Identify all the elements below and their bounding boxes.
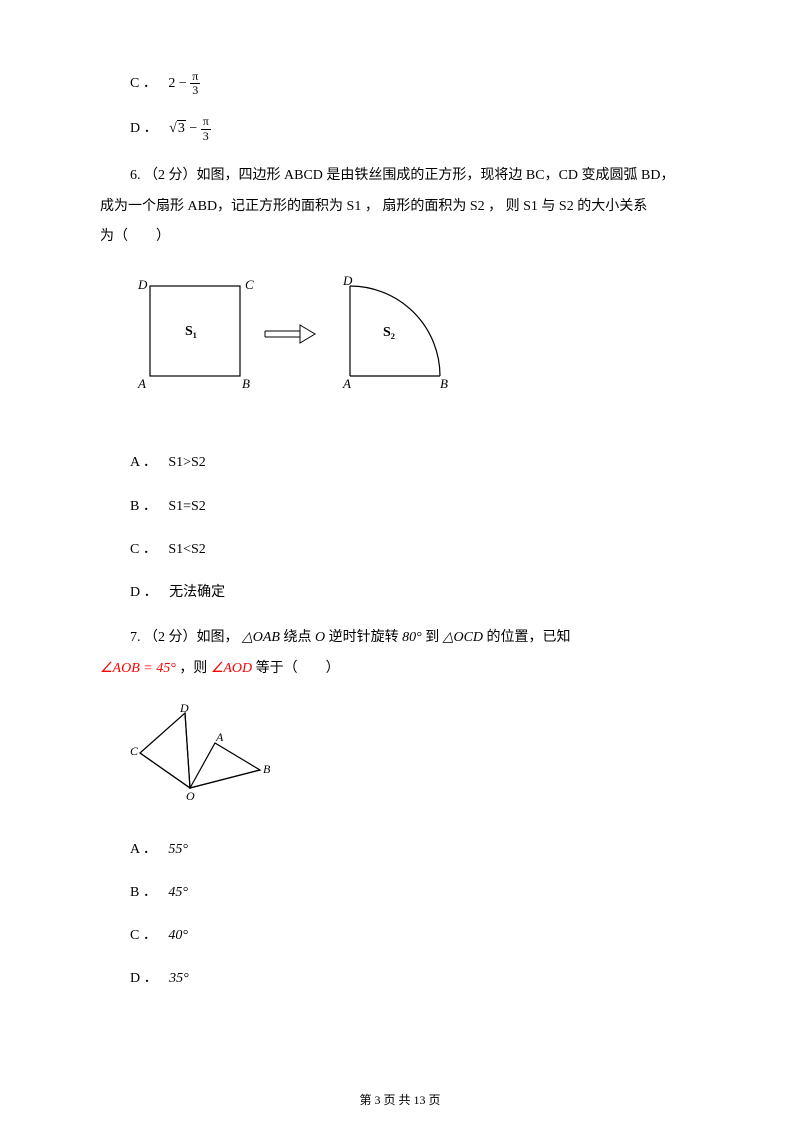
q6-line1: 如图，四边形 ABCD 是由铁丝围成的正方形，现将边 BC，CD 变成圆弧 BD… bbox=[197, 168, 675, 183]
q7-aod: ∠AOD bbox=[211, 661, 252, 676]
q7-text: 7. （2 分）如图， △OAB 绕点 O 逆时针旋转 80° 到 △OCD 的… bbox=[100, 623, 700, 685]
option-label: A ． bbox=[130, 455, 157, 470]
svg-text:D: D bbox=[137, 277, 148, 292]
q7-tri1: △OAB bbox=[242, 630, 280, 645]
q7-option-c: C ． 40° bbox=[100, 923, 700, 948]
q7-angle80: 80° bbox=[402, 630, 422, 645]
option-label: C ． bbox=[130, 542, 157, 557]
option-label: C ． bbox=[130, 928, 157, 943]
q7-optb-val: 45° bbox=[168, 885, 188, 900]
svg-text:B: B bbox=[440, 376, 448, 391]
q7-option-d: D ． 35° bbox=[100, 966, 700, 991]
q7-option-b: B ． 45° bbox=[100, 880, 700, 905]
q7-tri2: △OCD bbox=[443, 630, 483, 645]
q6-diagram-svg: D C A B S₁ D A B S₂ bbox=[130, 271, 470, 401]
q7-points: （2 分） bbox=[144, 630, 197, 645]
q7-t3: 逆时针旋转 bbox=[329, 630, 403, 645]
q6-optc-text: S1<S2 bbox=[168, 542, 205, 557]
q7-t8: 等于（ ） bbox=[252, 661, 340, 676]
q7-t1: 如图， bbox=[197, 630, 239, 645]
page-footer: 第 3 页 共 13 页 bbox=[0, 1090, 800, 1112]
q7-opta-val: 55° bbox=[168, 842, 188, 857]
q6-option-a: A ． S1>S2 bbox=[100, 450, 700, 475]
q5-option-c: C ． 2 − π3 bbox=[100, 70, 700, 97]
option-label: B ． bbox=[130, 499, 157, 514]
q7-number: 7. bbox=[130, 630, 141, 645]
q6-number: 6. bbox=[130, 168, 141, 183]
q6-points: （2 分） bbox=[144, 168, 197, 183]
q6-option-c: C ． S1<S2 bbox=[100, 537, 700, 562]
q6-opta-text: S1>S2 bbox=[168, 455, 205, 470]
q7-t7: ，则 bbox=[176, 661, 211, 676]
option-label: C ． bbox=[130, 76, 157, 91]
svg-text:C: C bbox=[245, 277, 254, 292]
svg-text:O: O bbox=[186, 789, 195, 803]
q6-figure: D C A B S₁ D A B S₂ bbox=[100, 271, 700, 410]
option-label: A ． bbox=[130, 842, 157, 857]
q6-line2: 成为一个扇形 ABD，记正方形的面积为 S1 ， 扇形的面积为 S2 ， 则 S… bbox=[100, 199, 647, 214]
svg-text:D: D bbox=[342, 273, 353, 288]
q7-diagram-svg: O A B C D bbox=[130, 703, 290, 803]
q7-option-a: A ． 55° bbox=[100, 837, 700, 862]
page-number: 第 3 页 共 13 页 bbox=[359, 1093, 440, 1107]
q5-option-d: D ． 3 − π3 bbox=[100, 115, 700, 142]
q6-option-d: D ． 无法确定 bbox=[100, 580, 700, 605]
q7-t4: 到 bbox=[425, 630, 443, 645]
svg-text:A: A bbox=[137, 376, 146, 391]
svg-text:S₂: S₂ bbox=[383, 325, 395, 340]
q7-figure: O A B C D bbox=[100, 703, 700, 812]
q7-pointO: O bbox=[315, 630, 325, 645]
svg-text:A: A bbox=[215, 730, 224, 744]
q7-optc-val: 40° bbox=[168, 928, 188, 943]
q7-t5: 的位置，已知 bbox=[487, 630, 571, 645]
q7-t2: 绕点 bbox=[283, 630, 315, 645]
svg-text:B: B bbox=[242, 376, 250, 391]
option-label: D ． bbox=[130, 121, 158, 136]
q7-optd-val: 35° bbox=[169, 971, 189, 986]
q6-text: 6. （2 分）如图，四边形 ABCD 是由铁丝围成的正方形，现将边 BC，CD… bbox=[100, 161, 700, 253]
q6-optb-text: S1=S2 bbox=[168, 499, 205, 514]
svg-text:S₁: S₁ bbox=[185, 324, 197, 339]
svg-text:D: D bbox=[179, 703, 189, 715]
q5-optc-expr: 2 − π3 bbox=[168, 76, 200, 91]
option-label: D ． bbox=[130, 971, 158, 986]
svg-text:C: C bbox=[130, 744, 139, 758]
q7-eq: ∠AOB = 45° bbox=[100, 661, 176, 676]
option-label: D ． bbox=[130, 585, 158, 600]
q6-optd-text: 无法确定 bbox=[169, 585, 225, 600]
q6-option-b: B ． S1=S2 bbox=[100, 494, 700, 519]
q6-line3: 为（ ） bbox=[100, 229, 170, 244]
q5-optd-expr: 3 − π3 bbox=[169, 121, 211, 136]
svg-text:B: B bbox=[263, 762, 271, 776]
svg-text:A: A bbox=[342, 376, 351, 391]
option-label: B ． bbox=[130, 885, 157, 900]
